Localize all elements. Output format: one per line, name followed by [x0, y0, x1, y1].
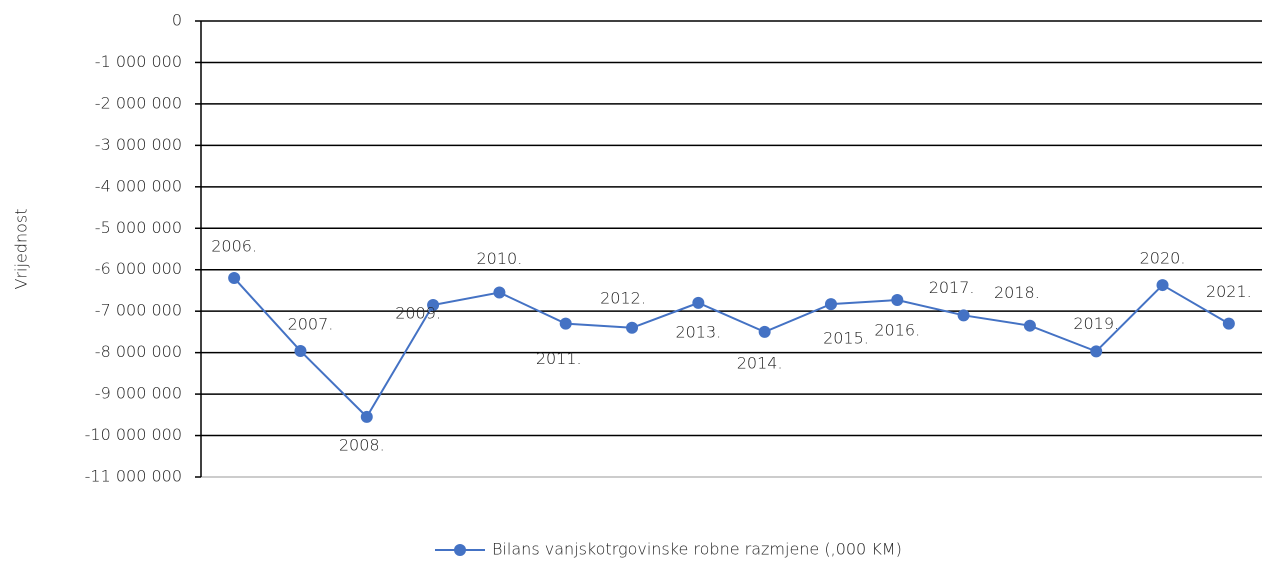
point-label: 2018. [994, 283, 1040, 302]
point-label: 2021. [1206, 282, 1252, 301]
data-point [493, 286, 506, 299]
data-point [427, 298, 440, 311]
point-label: 2017. [929, 278, 975, 297]
data-point [824, 298, 837, 311]
point-label: 2013. [675, 322, 721, 341]
y-tick-label: -7 000 000 [95, 301, 182, 320]
data-point [228, 272, 241, 285]
point-label: 2016. [874, 320, 920, 339]
point-label: 2008. [339, 435, 385, 454]
data-point [1090, 345, 1103, 358]
y-tick-label: -4 000 000 [95, 176, 182, 195]
point-label: 2010. [477, 249, 523, 268]
point-label: 2014. [737, 353, 783, 372]
point-label: 2012. [600, 288, 646, 307]
data-point [1156, 279, 1169, 292]
data-point [758, 325, 771, 338]
y-tick-label: -2 000 000 [95, 93, 182, 112]
y-tick-label: -11 000 000 [85, 467, 182, 486]
point-label: 2009. [395, 303, 441, 322]
data-point [294, 344, 307, 357]
y-tick-label: -10 000 000 [85, 425, 182, 444]
point-label: 2015. [823, 329, 869, 348]
data-point [626, 321, 639, 334]
point-label: 2020. [1140, 249, 1186, 268]
point-label: 2011. [536, 349, 582, 368]
point-label: 2006. [211, 237, 257, 256]
point-label: 2007. [288, 314, 334, 333]
series-line [233, 277, 1230, 419]
y-tick-label: -6 000 000 [95, 259, 182, 278]
legend-label: Bilans vanjskotrgovinske robne razmjene … [492, 540, 902, 559]
y-tick-label: -1 000 000 [95, 52, 182, 71]
y-tick-label: -9 000 000 [95, 384, 182, 403]
data-point [1222, 317, 1235, 330]
data-point [360, 410, 373, 423]
data-point [891, 293, 904, 306]
legend-marker [454, 544, 466, 556]
data-point [957, 309, 970, 322]
data-point [1023, 319, 1036, 332]
y-tick-label: 0 [172, 11, 182, 30]
y-axis-label: Vrijednost [12, 209, 31, 290]
y-tick-label: -8 000 000 [95, 342, 182, 361]
y-tick-label: -5 000 000 [95, 218, 182, 237]
y-tick-label: -3 000 000 [95, 135, 182, 154]
data-point [559, 317, 572, 330]
data-point [692, 296, 705, 309]
point-label: 2019. [1073, 314, 1119, 333]
